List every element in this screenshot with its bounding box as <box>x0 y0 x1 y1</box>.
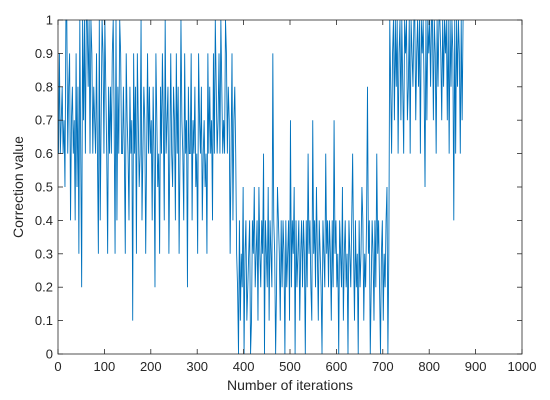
x-tick-label: 900 <box>465 359 487 374</box>
y-tick-label: 0.4 <box>35 213 53 228</box>
x-tick-label: 600 <box>326 359 348 374</box>
x-tick-label: 700 <box>372 359 394 374</box>
y-tick-label: 1 <box>46 13 53 28</box>
ticks-layer: 0 100 200 300 400 500 600 700 800 900 1000 0 0.1 0.2 0… <box>35 13 537 375</box>
y-axis-title: Correction value <box>10 136 26 238</box>
x-tick-label: 1000 <box>508 359 537 374</box>
series-layer <box>58 19 464 355</box>
x-tick-label: 500 <box>279 359 301 374</box>
y-tick-label: 0.2 <box>35 280 53 295</box>
x-axis-title: Number of iterations <box>227 377 353 393</box>
y-tick-label: 0.3 <box>35 246 53 261</box>
series-line-1 <box>58 19 464 355</box>
x-tick-label: 400 <box>233 359 255 374</box>
x-tick-label: 100 <box>94 359 116 374</box>
x-tick-label: 0 <box>54 359 61 374</box>
y-tick-label: 0.9 <box>35 46 53 61</box>
x-tick-label: 800 <box>418 359 440 374</box>
y-tick-label: 0.6 <box>35 146 53 161</box>
x-tick-label: 300 <box>186 359 208 374</box>
y-tick-label: 0.1 <box>35 313 53 328</box>
y-tick-label: 0.5 <box>35 180 53 195</box>
y-tick-label: 0.8 <box>35 79 53 94</box>
y-tick-label: 0.7 <box>35 113 53 128</box>
y-tick-label: 0 <box>46 347 53 362</box>
x-tick-label: 200 <box>140 359 162 374</box>
